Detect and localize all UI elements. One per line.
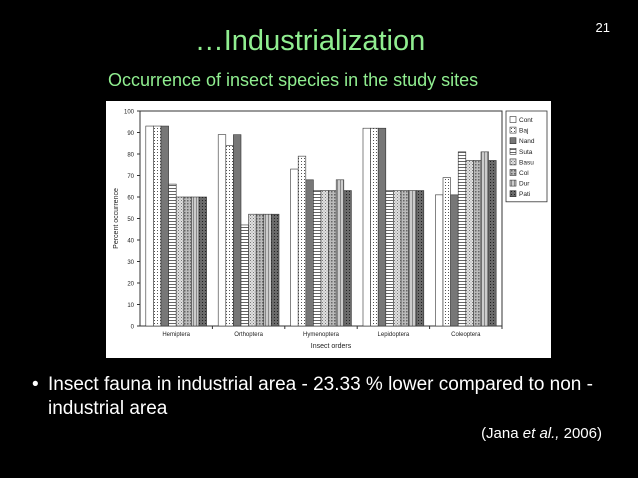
y-tick-label: 80	[127, 153, 134, 159]
legend-swatch	[509, 126, 517, 134]
bar	[248, 213, 257, 327]
bar	[271, 213, 280, 327]
bar	[488, 160, 497, 327]
bullet-text: Insect fauna in industrial area - 23.33 …	[48, 374, 593, 419]
x-tick-label: Coleoptera	[451, 332, 481, 338]
bar	[305, 179, 314, 327]
legend-entry: Nand	[519, 138, 535, 145]
legend-swatch	[509, 137, 517, 145]
x-tick-label: Hymenoptera	[303, 332, 340, 338]
legend-entry: Pati	[519, 191, 530, 198]
chart-container: 0 10 20 30 40 50 60 70 80 90 100 Percent occurrence…	[106, 101, 551, 358]
slide-number: 21	[595, 20, 610, 35]
y-axis-label: Percent occurrence	[113, 188, 120, 249]
bar	[400, 190, 409, 327]
bar	[442, 177, 451, 327]
y-tick-label: 60	[127, 196, 134, 202]
legend-entry: Dur	[519, 181, 530, 188]
bar	[377, 127, 387, 327]
legend-swatch	[509, 169, 517, 176]
x-tick-label: Hemiptera	[162, 332, 190, 338]
y-tick-label: 20	[127, 282, 134, 288]
legend-swatch	[509, 190, 517, 197]
bar	[313, 190, 322, 327]
legend-swatch	[509, 116, 517, 123]
legend-swatch	[509, 179, 517, 187]
bar	[183, 196, 192, 327]
bar	[480, 151, 489, 327]
citation-etal: et al.,	[522, 425, 560, 442]
bar	[240, 224, 249, 327]
y-tick-label: 0	[131, 325, 135, 331]
legend-entry: Basu	[519, 159, 534, 166]
bar	[343, 190, 352, 327]
y-tick-label: 50	[127, 217, 134, 223]
bar	[335, 179, 345, 327]
citation-suffix: 2006)	[559, 425, 602, 442]
legend-box	[505, 110, 548, 203]
bar	[217, 134, 227, 327]
x-tick-label: Lepidoptera	[378, 332, 410, 338]
bar	[191, 196, 200, 327]
bar	[415, 190, 425, 327]
legend-swatch	[509, 158, 517, 166]
bar	[370, 127, 379, 327]
legend-entry: Col	[519, 170, 529, 177]
bar	[457, 151, 467, 327]
bar	[233, 134, 242, 327]
bar	[328, 190, 337, 327]
bar	[465, 160, 474, 327]
legend-swatch	[509, 147, 517, 155]
bar	[225, 145, 234, 327]
bar	[290, 168, 299, 327]
bar	[175, 196, 185, 327]
bar	[160, 125, 169, 327]
legend-entry: Cont	[519, 117, 533, 124]
slide-title: …Industrialization	[194, 25, 426, 57]
bar	[168, 183, 177, 327]
bar	[385, 190, 394, 327]
bar	[297, 155, 307, 327]
legend-entry: Baj	[519, 128, 528, 135]
y-tick-label: 70	[127, 174, 134, 180]
bar	[263, 213, 272, 327]
y-tick-label: 100	[124, 110, 135, 116]
chart-subtitle: Occurrence of insect species in the stud…	[108, 70, 479, 90]
x-axis-label: Insect orders	[311, 343, 352, 350]
citation-prefix: (Jana	[481, 425, 523, 442]
bar	[255, 213, 265, 327]
y-tick-label: 90	[127, 131, 134, 137]
bar	[393, 190, 402, 327]
plot-area: 0 10 20 30 40 50 60 70 80 90 100 Percent occurrence…	[113, 110, 548, 350]
x-tick-label: Orthoptera	[234, 332, 263, 338]
bar	[435, 194, 444, 327]
citation: (Jana et al., 2006)	[481, 425, 602, 442]
legend-entry: Suta	[519, 149, 533, 156]
bar	[320, 190, 329, 327]
bar	[408, 190, 417, 327]
bar	[198, 196, 207, 327]
y-tick-label: 40	[127, 239, 134, 245]
bullet-point: • Insect fauna in industrial area - 23.3…	[32, 373, 618, 421]
bar-chart: 0 10 20 30 40 50 60 70 80 90 100 Percent occurrence…	[113, 110, 548, 350]
bar	[362, 127, 371, 327]
bar	[153, 125, 162, 327]
bullet-dot: •	[32, 374, 39, 395]
y-tick-label: 10	[127, 303, 134, 309]
y-tick-label: 30	[127, 260, 134, 266]
bar	[145, 125, 154, 327]
bar	[450, 194, 459, 327]
bar	[473, 160, 482, 327]
